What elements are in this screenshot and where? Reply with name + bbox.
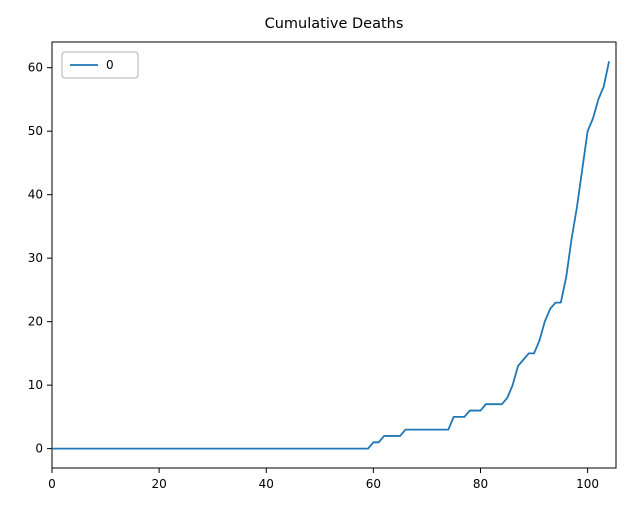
x-tick-label: 80 [473, 477, 488, 491]
y-tick-label: 40 [28, 188, 43, 202]
legend: 0 [61, 51, 139, 79]
x-tick-label: 60 [366, 477, 381, 491]
legend-box [61, 51, 139, 79]
plot-area: 0 20 40 60 80 100 0 10 20 30 40 50 60 [28, 41, 617, 491]
legend-entry-label: 0 [106, 58, 114, 72]
y-tick-label: 50 [28, 124, 43, 138]
axes-spines [51, 41, 617, 469]
x-tick-label: 20 [151, 477, 166, 491]
y-tick-label: 60 [28, 61, 43, 75]
y-tick-label: 20 [28, 315, 43, 329]
series-line [52, 61, 610, 450]
chart-title: Cumulative Deaths [265, 16, 404, 32]
x-tick-label: 0 [48, 477, 56, 491]
x-tick-label: 100 [576, 477, 599, 491]
y-tick-label: 10 [28, 378, 43, 392]
y-tick-label: 0 [35, 442, 43, 456]
y-tick-label: 30 [28, 251, 43, 265]
x-tick-label: 40 [259, 477, 274, 491]
